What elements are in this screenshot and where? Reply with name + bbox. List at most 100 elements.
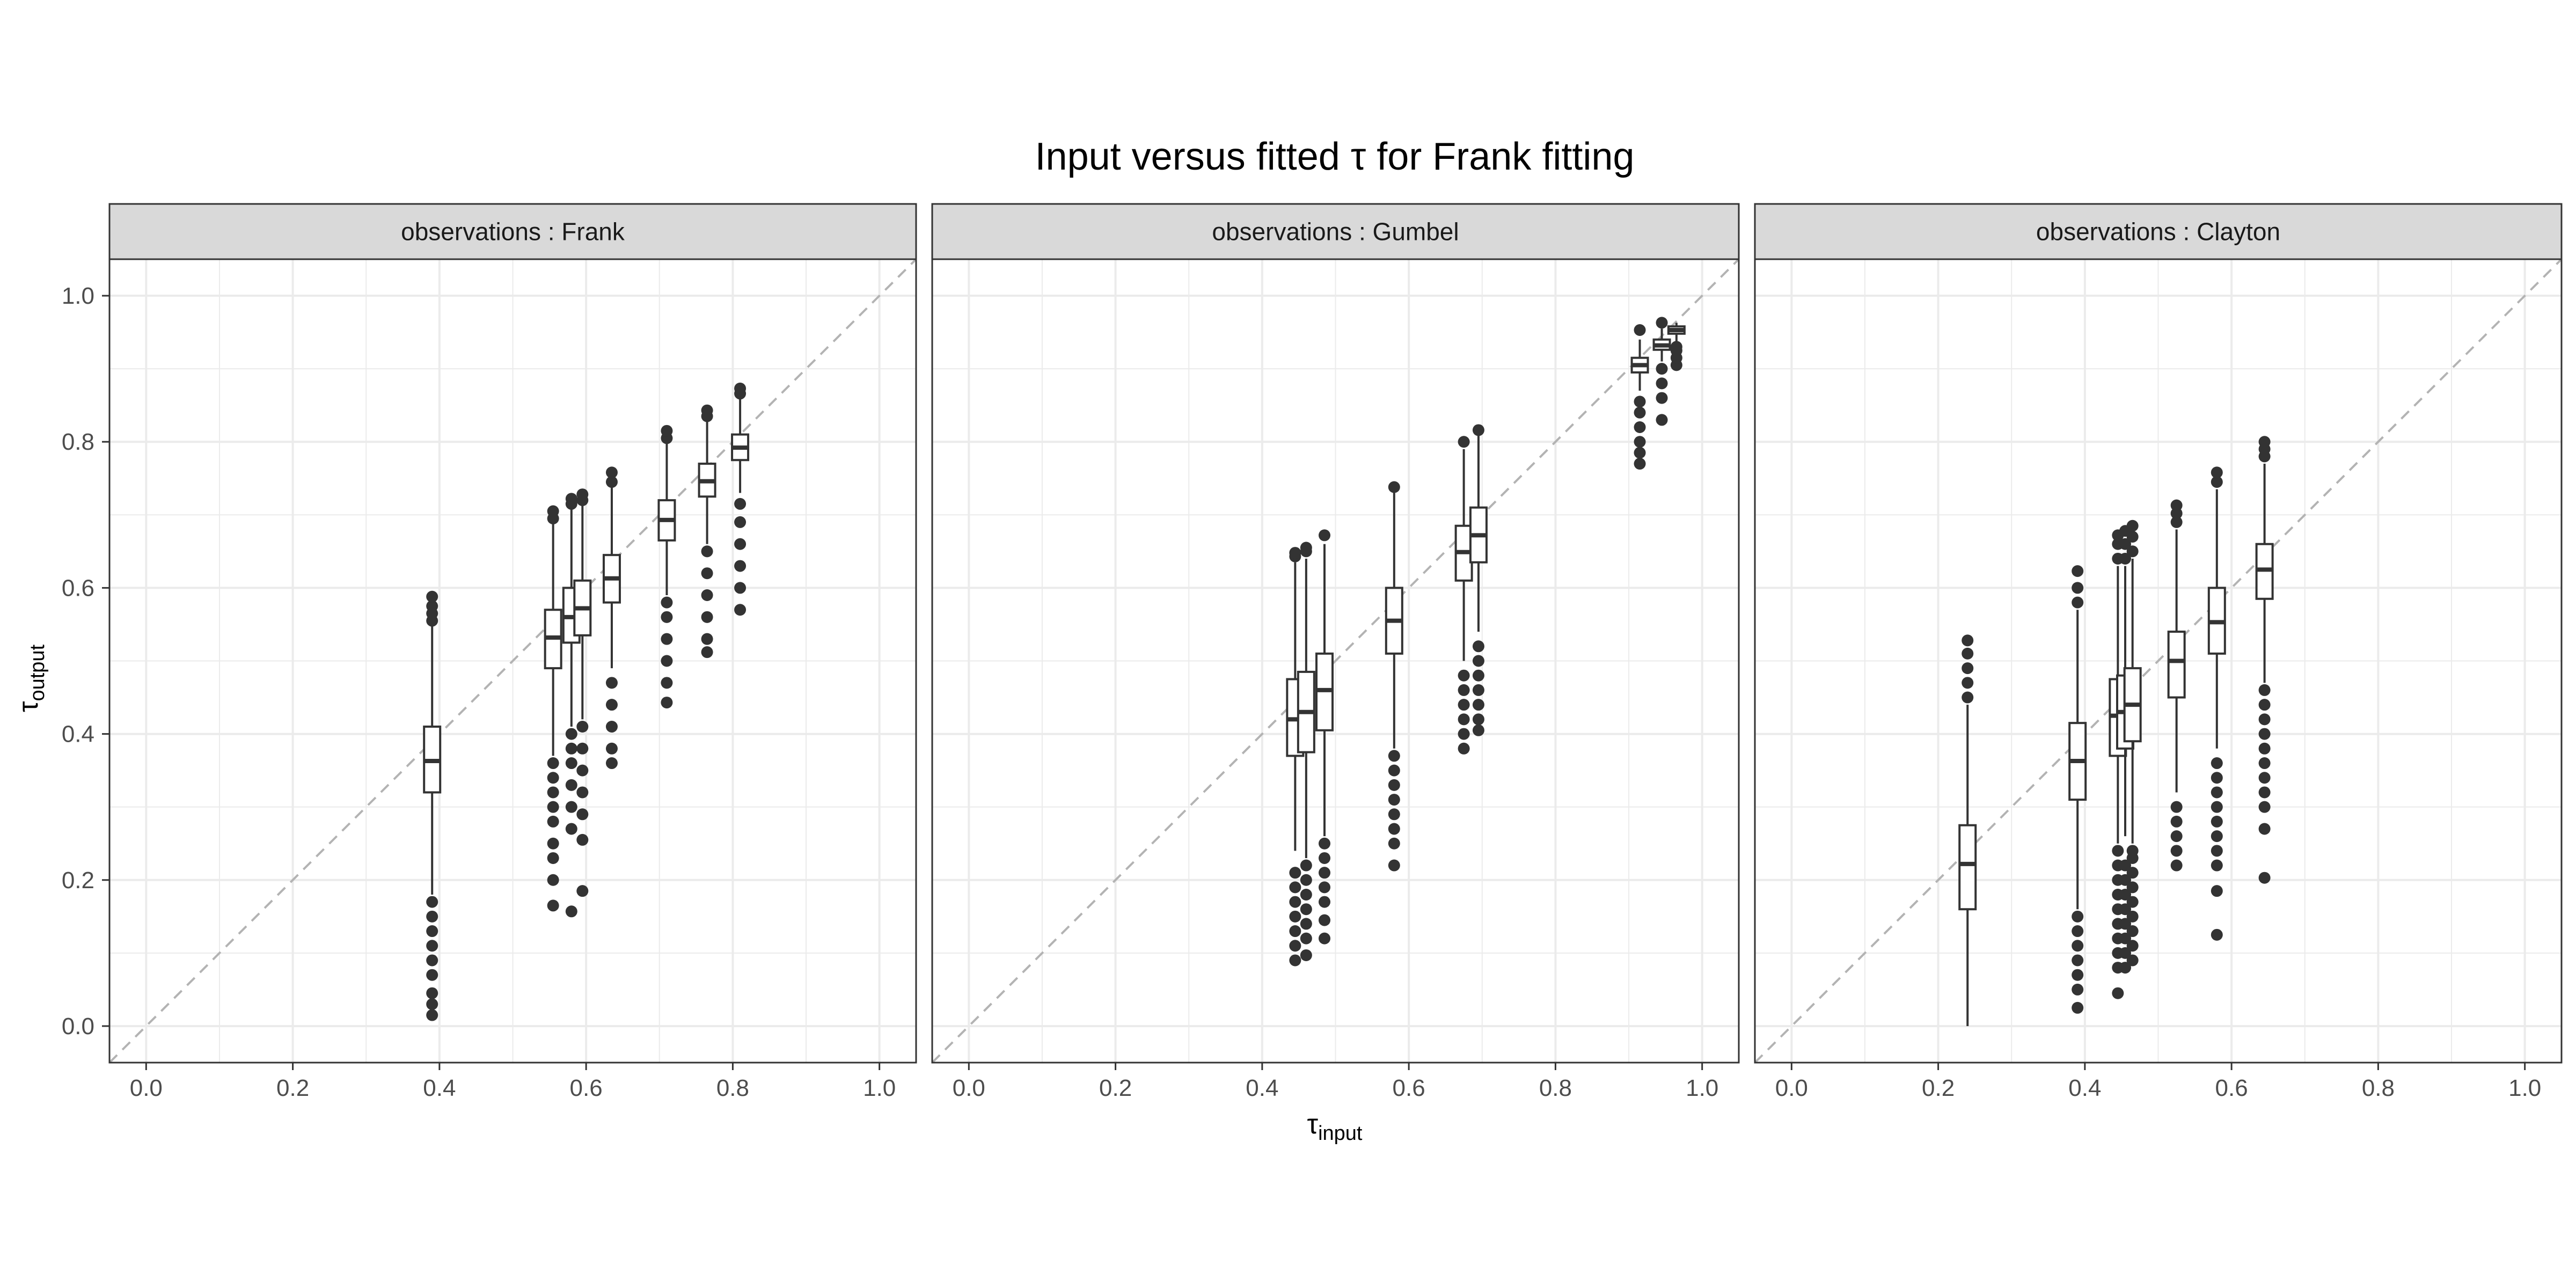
outlier-point xyxy=(426,925,438,938)
outlier-point xyxy=(1388,764,1400,777)
outlier-point xyxy=(2258,772,2271,784)
outlier-point xyxy=(565,905,577,918)
x-axis-title-symbol: τ xyxy=(1307,1109,1319,1140)
outlier-point xyxy=(1388,837,1400,850)
outlier-point xyxy=(2211,859,2223,872)
outlier-point xyxy=(2126,519,2139,532)
outlier-point xyxy=(1289,925,1301,938)
outlier-point xyxy=(547,852,559,864)
outlier-point xyxy=(565,493,577,505)
chart-title: Input versus fitted τ for Frank fitting xyxy=(1035,135,1635,178)
outlier-point xyxy=(1962,647,1974,660)
outlier-point xyxy=(1472,424,1484,436)
outlier-point xyxy=(1962,691,1974,704)
outlier-point xyxy=(1634,421,1646,434)
outlier-point xyxy=(576,764,589,777)
outlier-point xyxy=(2258,436,2271,448)
outlier-point xyxy=(2126,845,2139,857)
outlier-point xyxy=(1289,954,1301,967)
outlier-point xyxy=(576,742,589,755)
outlier-point xyxy=(547,837,559,850)
box-3-6 xyxy=(2167,499,2186,872)
outlier-point xyxy=(701,545,713,558)
outlier-point xyxy=(547,757,559,770)
outlier-point xyxy=(1319,932,1331,945)
outlier-point xyxy=(2119,888,2132,901)
outlier-point xyxy=(1458,436,1470,448)
outlier-point xyxy=(1388,750,1400,762)
outlier-point xyxy=(426,600,438,612)
outlier-point xyxy=(2258,823,2271,835)
outlier-point xyxy=(576,488,589,501)
outlier-point xyxy=(1388,481,1400,493)
outlier-point xyxy=(1300,949,1312,961)
box-body xyxy=(2167,631,2186,699)
outlier-point xyxy=(2211,757,2223,770)
outlier-point xyxy=(1388,823,1400,835)
outlier-point xyxy=(2072,954,2084,967)
panels: observations : Frank 0.0 0.2 0.4 0.6 0.8 1.0 0.… xyxy=(62,203,2563,1101)
outlier-point xyxy=(2126,881,2139,894)
outlier-point xyxy=(2211,801,2223,813)
outlier-point xyxy=(701,633,713,645)
box-2-2 xyxy=(1297,541,1315,961)
outlier-point xyxy=(547,772,559,784)
outlier-point xyxy=(1472,713,1484,726)
outlier-point xyxy=(576,720,589,733)
strip-label: observations : Gumbel xyxy=(1212,218,1459,246)
x-tick-label: 0.2 xyxy=(1922,1075,1955,1101)
strip-background xyxy=(931,203,1740,260)
x-tick-label: 0.8 xyxy=(1539,1075,1572,1101)
outlier-point xyxy=(576,808,589,821)
panel-2: observations : Gumbel 0.0 0.2 0.4 0.6 0.8 1.0 xyxy=(931,203,1740,1101)
outlier-point xyxy=(1458,699,1470,711)
outlier-point xyxy=(2211,772,2223,784)
outlier-point xyxy=(426,1009,438,1021)
outlier-point xyxy=(2072,969,2084,981)
outlier-point xyxy=(2126,940,2139,952)
outlier-point xyxy=(2258,699,2271,711)
outlier-point xyxy=(2072,1001,2084,1014)
reference-line xyxy=(931,258,1740,1064)
outlier-point xyxy=(2119,947,2132,959)
outlier-point xyxy=(1289,881,1301,894)
outlier-point xyxy=(2119,903,2132,916)
y-axis-title-symbol: τ xyxy=(13,701,44,712)
outlier-point xyxy=(661,611,673,623)
outlier-point xyxy=(2211,466,2223,479)
outlier-point xyxy=(2072,596,2084,609)
outlier-point xyxy=(2170,859,2183,872)
outlier-point xyxy=(565,757,577,770)
outlier-point xyxy=(2119,874,2132,886)
outlier-point xyxy=(2258,757,2271,770)
outlier-point xyxy=(2119,932,2132,945)
panel-3: observations : Clayton 0.0 0.2 0.4 0.6 0.8 1.0 xyxy=(1754,203,2563,1101)
outlier-point xyxy=(1319,914,1331,926)
outlier-point xyxy=(547,815,559,828)
x-axis-title: τinput xyxy=(1307,1109,1363,1145)
outlier-point xyxy=(426,590,438,603)
outlier-point xyxy=(605,720,618,733)
outlier-point xyxy=(1656,377,1668,390)
outlier-point xyxy=(1289,910,1301,923)
outlier-point xyxy=(1289,940,1301,952)
outlier-point xyxy=(2258,801,2271,813)
outlier-point xyxy=(2258,872,2271,884)
y-tick-label: 0.6 xyxy=(62,575,94,601)
outlier-point xyxy=(2126,867,2139,879)
outlier-point xyxy=(605,466,618,479)
outlier-point xyxy=(565,801,577,813)
outlier-point xyxy=(2211,845,2223,857)
outlier-point xyxy=(2170,815,2183,828)
outlier-point xyxy=(734,382,747,394)
y-tick-label: 0.8 xyxy=(62,429,94,455)
outlier-point xyxy=(547,899,559,912)
outlier-point xyxy=(1388,794,1400,806)
outlier-point xyxy=(2258,713,2271,726)
outlier-point xyxy=(1319,881,1331,894)
outlier-point xyxy=(701,611,713,623)
x-tick-label: 0.8 xyxy=(716,1075,749,1101)
outlier-point xyxy=(1634,458,1646,470)
outlier-point xyxy=(661,425,673,437)
outlier-point xyxy=(2211,815,2223,828)
